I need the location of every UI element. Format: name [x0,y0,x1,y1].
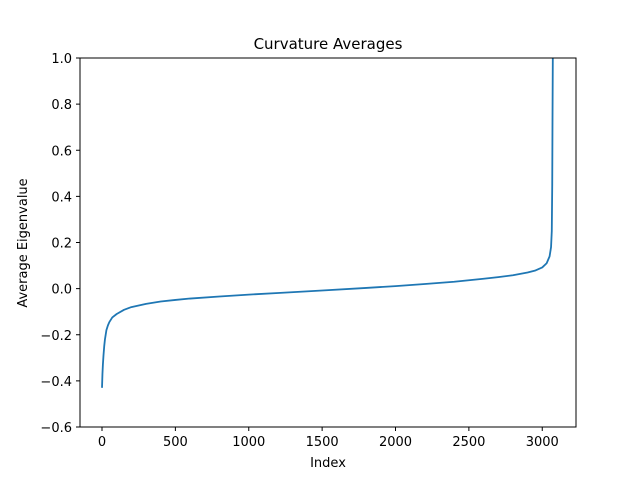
x-tick-label: 1500 [306,435,339,450]
x-axis-label: Index [310,456,346,471]
y-tick-label: −0.2 [40,329,72,344]
x-tick-label: 3000 [526,435,559,450]
x-tick-label: 1000 [232,435,265,450]
x-tick-label: 2000 [379,435,412,450]
y-tick-label: −0.6 [40,421,72,436]
y-tick-label: 0.0 [51,283,72,298]
y-tick-label: −0.4 [40,375,72,390]
series-line-1 [101,58,554,388]
x-tick-label: 0 [98,435,106,450]
y-tick-label: 1.0 [51,52,72,67]
x-tick-label: 500 [163,435,188,450]
y-axis-label: Average Eigenvalue [16,178,31,307]
x-tick-label: 2500 [452,435,485,450]
axes: 0 500 1000 1500 2000 2500 3000 −0.6 −0.4 −0.2 0.0 0… [40,52,577,450]
y-tick-label: 0.2 [51,237,72,252]
y-tick-label: 0.8 [51,98,72,113]
plot-area [101,58,554,388]
chart-title: Curvature Averages [254,35,403,53]
y-tick-label: 0.6 [51,144,72,159]
y-tick-label: 0.4 [51,190,72,205]
